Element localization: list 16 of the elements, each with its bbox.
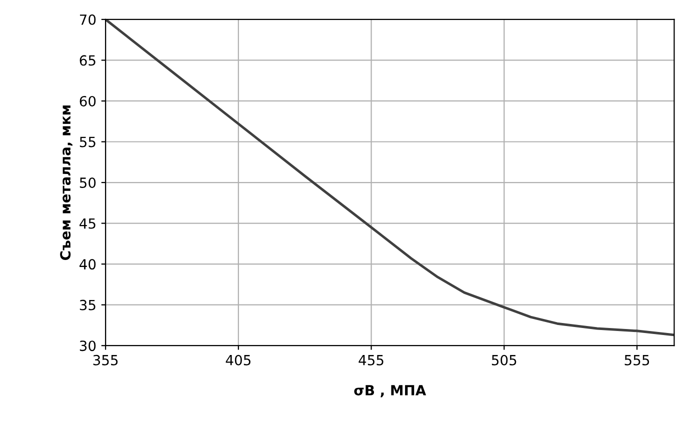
x-axis-title: σB , МПА bbox=[354, 385, 426, 398]
y-tick-label: 60 bbox=[80, 96, 96, 106]
y-tick-label: 70 bbox=[80, 14, 96, 25]
x-tick-label: 455 bbox=[358, 355, 384, 366]
y-tick-label: 65 bbox=[80, 55, 96, 66]
y-tick-label: 45 bbox=[80, 218, 96, 229]
x-tick-label: 355 bbox=[93, 354, 118, 366]
y-axis-title: Съем металла, мкм bbox=[60, 105, 72, 260]
y-tick-label: 35 bbox=[80, 300, 96, 310]
x-tick-label: 505 bbox=[492, 354, 516, 366]
y-tick-label: 40 bbox=[80, 259, 96, 270]
y-tick-label: 30 bbox=[80, 340, 96, 352]
y-tick-label: 55 bbox=[80, 136, 96, 148]
y-tick-label: 50 bbox=[80, 177, 96, 188]
x-tick-label: 405 bbox=[226, 354, 250, 366]
x-tick-label: 555 bbox=[624, 355, 650, 366]
